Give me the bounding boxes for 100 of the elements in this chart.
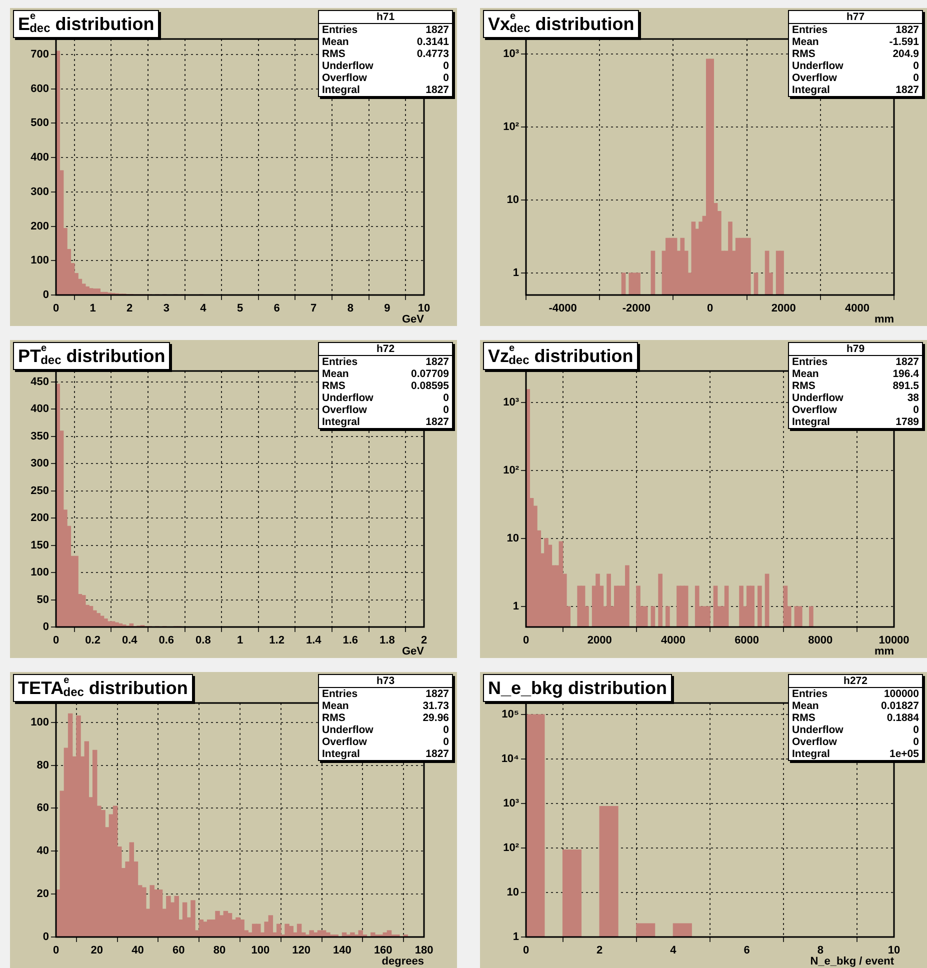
annotation: 196.4: [892, 368, 919, 380]
y-tick-label: 100: [30, 566, 49, 579]
chart-title: TETA$^{e}$$_{dec}$ distribution: [13, 674, 193, 702]
text: 0: [443, 392, 449, 404]
annotation: 0.01827: [881, 700, 919, 712]
text: 0: [443, 72, 449, 84]
x-tick-label: 0.6: [158, 634, 174, 647]
x-tick-label: 2000: [587, 634, 612, 647]
text: 1827: [426, 748, 449, 760]
x-tick-label: 8000: [808, 634, 833, 647]
annotation: 204.9: [892, 48, 919, 60]
text: Entries: [322, 688, 358, 700]
annotation: RMS: [322, 48, 346, 60]
annotation: Mean: [322, 36, 349, 48]
x-axis-title: GeV: [402, 645, 425, 658]
x-tick-label: 140: [333, 944, 352, 957]
x-tick-label: 0.8: [196, 634, 211, 647]
text: h272: [789, 675, 922, 688]
annotation: 31.73: [422, 700, 449, 712]
y-tick-label: 300: [30, 186, 49, 198]
y-tick-label: 10²: [503, 842, 520, 854]
annotation: 0.4773: [416, 48, 449, 60]
x-tick-label: 5: [236, 302, 244, 315]
text: 0: [913, 736, 919, 748]
text: 0: [443, 724, 449, 736]
annotation: Overflow: [792, 72, 837, 84]
text: 1827: [426, 416, 449, 428]
text: 0: [913, 60, 919, 72]
y-tick-label: 10²: [503, 120, 520, 133]
x-tick-label: 60: [172, 944, 185, 957]
text: 1827: [426, 356, 449, 368]
annotation: Underflow: [322, 724, 374, 736]
y-tick-label: 200: [30, 220, 49, 232]
y-tick-label: 200: [30, 512, 49, 524]
annotation: 0.08595: [411, 380, 449, 392]
x-tick-label: 0: [522, 944, 530, 957]
y-tick-label: 80: [36, 759, 49, 772]
text: h71: [319, 11, 452, 24]
text: Entries: [792, 356, 828, 368]
y-tick-label: 350: [30, 430, 49, 442]
x-tick-label: 0.4: [122, 634, 138, 647]
annotation: Integral: [792, 416, 830, 428]
y-tick-label: 250: [30, 484, 49, 497]
y-tick-label: 10³: [503, 396, 520, 408]
annotation: Overflow: [792, 736, 837, 748]
y-tick-label: 10: [506, 194, 519, 206]
annotation: Overflow: [322, 72, 367, 84]
y-tick-label: 150: [30, 539, 49, 552]
annotation: -1.591: [889, 36, 919, 48]
y-tick-label: 20: [36, 888, 49, 900]
text: 0: [443, 60, 449, 72]
x-axis-title: GeV: [402, 313, 425, 326]
x-tick-label: 0: [52, 944, 60, 957]
y-tick-label: 0: [42, 621, 49, 634]
y-tick-label: 10³: [503, 48, 520, 60]
x-tick-label: 3: [163, 302, 170, 315]
annotation: Underflow: [792, 60, 844, 72]
annotation: 1e+05: [890, 748, 919, 760]
annotation: RMS: [792, 48, 816, 60]
annotation: Underflow: [792, 392, 844, 404]
annotation: Mean: [322, 368, 349, 380]
y-tick-label: 400: [30, 403, 49, 416]
x-tick-label: 6: [744, 944, 750, 957]
text: h77: [789, 11, 922, 24]
x-tick-label: 6: [274, 302, 280, 315]
y-tick-label: 0: [42, 931, 49, 944]
text: 1827: [896, 24, 919, 36]
text: 0: [443, 736, 449, 748]
x-tick-label: 0: [52, 634, 60, 647]
chart-title: Vz$^{e}$$_{dec}$ distribution: [483, 342, 638, 370]
x-tick-label: 0: [522, 634, 530, 647]
text: 1827: [426, 688, 449, 700]
annotation: Mean: [322, 700, 349, 712]
x-tick-label: 1.6: [342, 634, 358, 647]
chart-title: N_e_bkg distribution: [483, 674, 672, 702]
x-tick-label: -4000: [548, 302, 577, 315]
y-tick-label: 100: [30, 254, 49, 267]
text: 1827: [896, 356, 919, 368]
x-tick-label: 8: [817, 944, 824, 957]
y-tick-label: 10: [506, 886, 519, 899]
x-tick-label: 4: [670, 944, 678, 957]
text: h72: [319, 343, 452, 356]
x-tick-label: 1: [90, 302, 96, 315]
x-axis-title: N_e_bkg / event: [810, 955, 894, 968]
text: Entries: [322, 356, 358, 368]
x-tick-label: 10: [418, 302, 430, 315]
x-tick-label: 4000: [660, 634, 686, 647]
y-tick-label: 450: [30, 376, 49, 388]
text: 0: [913, 404, 919, 416]
y-tick-label: 40: [36, 845, 49, 858]
x-tick-label: 2: [420, 634, 428, 647]
annotation: 29.96: [422, 712, 449, 724]
x-tick-label: 0: [706, 302, 714, 315]
x-tick-label: 8: [347, 302, 354, 315]
annotation: Mean: [792, 36, 819, 48]
annotation: Underflow: [792, 724, 844, 736]
annotation: RMS: [792, 380, 816, 392]
y-tick-label: 1: [512, 267, 519, 280]
x-tick-label: 2: [126, 302, 133, 315]
x-tick-label: 40: [132, 944, 144, 957]
